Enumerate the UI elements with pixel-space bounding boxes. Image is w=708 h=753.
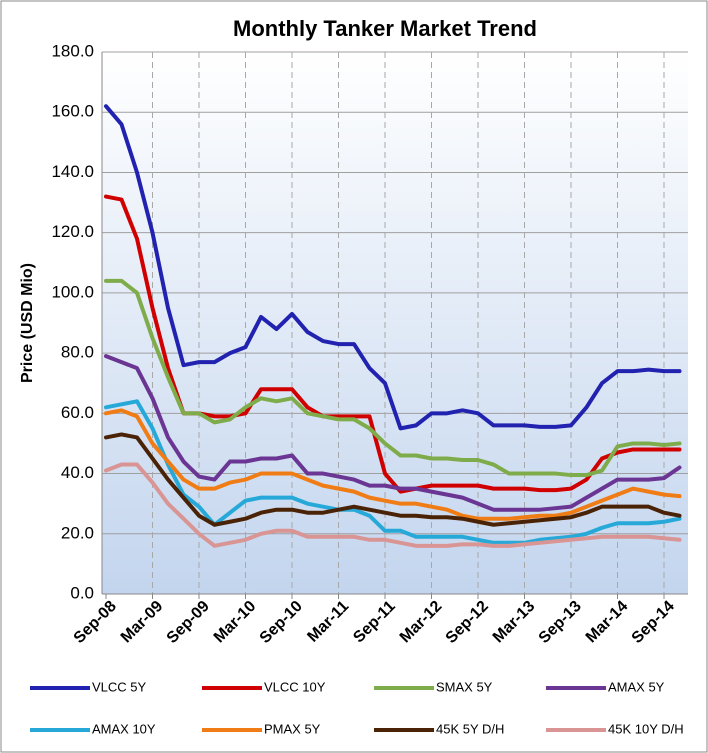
legend-label: VLCC 10Y (264, 679, 326, 694)
y-tick-label: 120.0 (51, 222, 94, 241)
series-line (104, 408, 682, 521)
chart-title: Monthly Tanker Market Trend (233, 16, 537, 41)
legend-label: PMAX 5Y (264, 721, 321, 736)
series-line (104, 399, 682, 545)
legend-label: 45K 10Y D/H (608, 721, 684, 736)
y-tick-label: 140.0 (51, 162, 94, 181)
y-axis-label: Price (USD Mio) (19, 263, 36, 383)
series-line (104, 354, 682, 512)
y-tick-label: 80.0 (61, 343, 94, 362)
y-tick-label: 180.0 (51, 41, 94, 60)
y-tick-label: 0.0 (70, 583, 94, 602)
y-tick-label: 60.0 (61, 403, 94, 422)
series-line (104, 432, 682, 527)
legend-label: 45K 5Y D/H (436, 721, 504, 736)
y-tick-label: 40.0 (61, 463, 94, 482)
y-tick-label: 100.0 (51, 282, 94, 301)
legend-label: SMAX 5Y (436, 679, 493, 694)
legend-label: VLCC 5Y (92, 679, 147, 694)
legend-label: AMAX 5Y (608, 679, 665, 694)
y-tick-label: 20.0 (61, 523, 94, 542)
y-tick-label: 160.0 (51, 102, 94, 121)
series-line (104, 104, 682, 431)
legend-label: AMAX 10Y (92, 721, 156, 736)
series-line (104, 462, 682, 548)
series-line (104, 278, 682, 478)
